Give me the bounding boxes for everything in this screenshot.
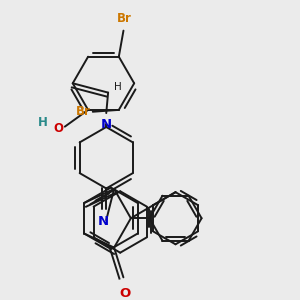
Text: N: N (101, 118, 112, 131)
Text: H: H (38, 116, 48, 129)
Text: Br: Br (76, 105, 91, 118)
Text: H: H (114, 82, 122, 92)
Text: O: O (120, 287, 131, 300)
Text: N: N (98, 214, 109, 227)
Text: Br: Br (117, 12, 132, 25)
Text: O: O (53, 122, 63, 135)
